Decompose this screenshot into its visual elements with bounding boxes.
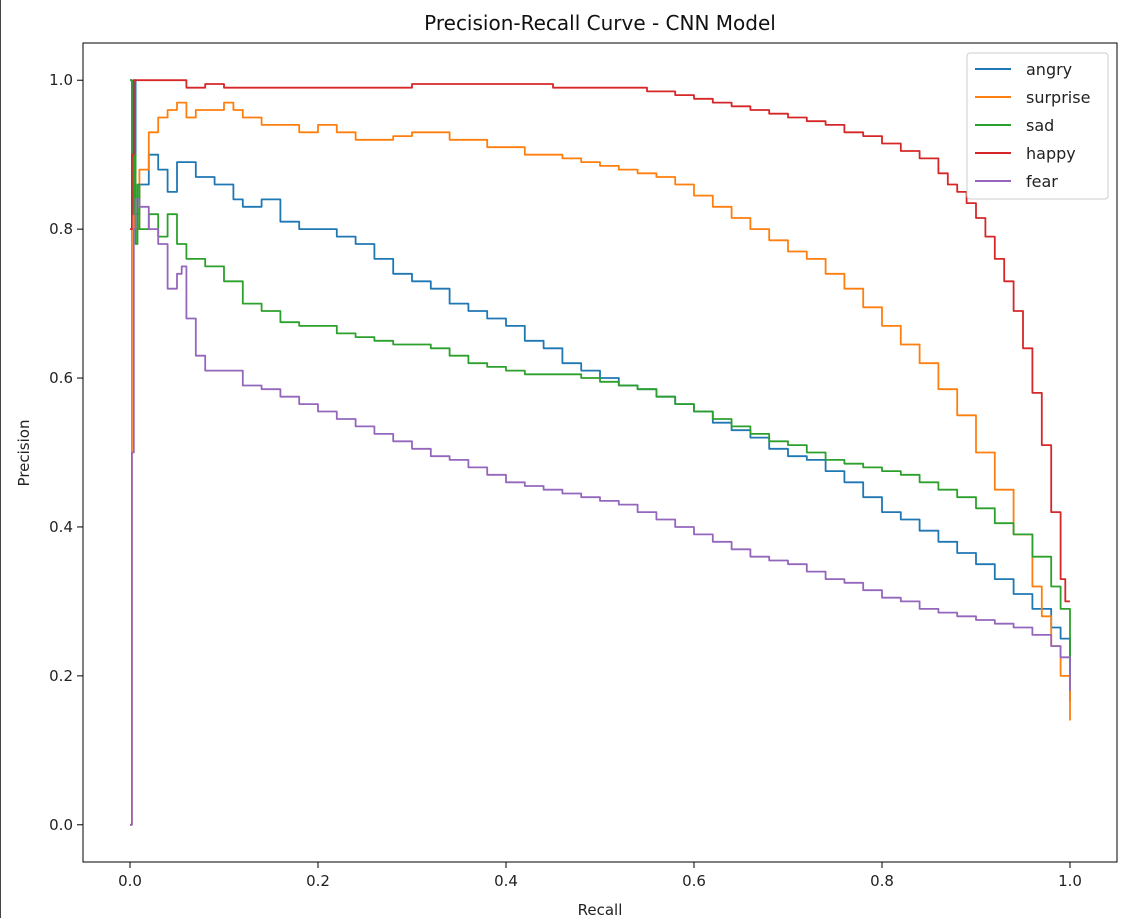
- x-tick-label: 0.8: [870, 872, 894, 890]
- series-line-happy: [130, 79, 1070, 603]
- series-line-angry: [130, 79, 1071, 702]
- x-tick-label: 1.0: [1058, 872, 1082, 890]
- x-tick-label: 0.4: [494, 872, 518, 890]
- plot-area-frame: [82, 42, 1118, 863]
- y-axis: 0.0 0.2 0.4 0.6 0.8 1.0: [49, 71, 83, 834]
- x-tick-label: 0.2: [306, 872, 330, 890]
- series-line-sad: [130, 79, 1071, 669]
- series-layer: [130, 79, 1071, 826]
- x-tick-label: 0.6: [682, 872, 706, 890]
- series-line-surprise: [130, 101, 1071, 826]
- legend: angry surprise sad happy fear: [966, 52, 1109, 200]
- x-axis-label: Recall: [578, 901, 623, 918]
- y-axis-label: Precision: [15, 420, 33, 487]
- legend-label-surprise: surprise: [1026, 88, 1090, 107]
- series-line-fear: [130, 198, 1071, 826]
- chart-title: Precision-Recall Curve - CNN Model: [424, 11, 776, 35]
- y-tick-label: 0.6: [49, 369, 73, 387]
- legend-label-sad: sad: [1026, 116, 1054, 135]
- legend-box: [966, 52, 1109, 200]
- x-axis: 0.0 0.2 0.4 0.6 0.8 1.0: [118, 862, 1082, 890]
- y-tick-label: 0.2: [49, 667, 73, 685]
- legend-label-angry: angry: [1026, 60, 1072, 79]
- legend-label-happy: happy: [1026, 144, 1076, 163]
- x-tick-label: 0.0: [118, 872, 142, 890]
- y-tick-label: 0.8: [49, 220, 73, 238]
- y-tick-label: 0.4: [49, 518, 73, 536]
- y-tick-label: 0.0: [49, 816, 73, 834]
- legend-label-fear: fear: [1026, 172, 1058, 191]
- y-tick-label: 1.0: [49, 71, 73, 89]
